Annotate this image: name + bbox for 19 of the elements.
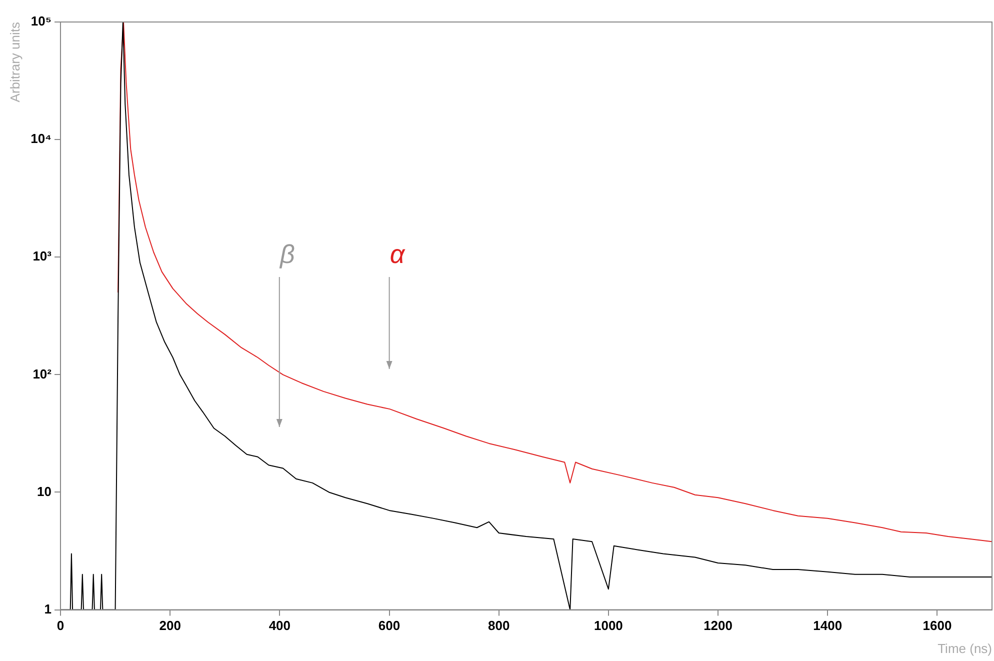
y-axis-title: Arbitrary units bbox=[7, 22, 22, 102]
annotation: α bbox=[390, 239, 406, 270]
y-tick-label: 10³ bbox=[32, 248, 52, 264]
x-tick-label: 1600 bbox=[922, 618, 952, 634]
x-tick-label: 0 bbox=[56, 618, 64, 634]
y-tick-label: 10 bbox=[37, 484, 52, 499]
x-tick-label: 1000 bbox=[594, 618, 623, 634]
y-tick-label: 10² bbox=[32, 366, 52, 382]
x-tick-label: 600 bbox=[378, 618, 400, 634]
x-axis-title: Time (ns) bbox=[938, 640, 992, 656]
annotation: β bbox=[278, 239, 295, 270]
x-tick-label: 1400 bbox=[813, 618, 842, 634]
x-tick-label: 400 bbox=[268, 618, 291, 634]
y-tick-label: 10⁵ bbox=[30, 14, 52, 29]
y-tick-label: 10⁴ bbox=[30, 131, 52, 146]
x-tick-label: 800 bbox=[488, 618, 510, 634]
y-tick-label: 1 bbox=[44, 601, 52, 616]
x-tick-label: 200 bbox=[159, 618, 181, 634]
x-tick-label: 1200 bbox=[704, 618, 732, 634]
